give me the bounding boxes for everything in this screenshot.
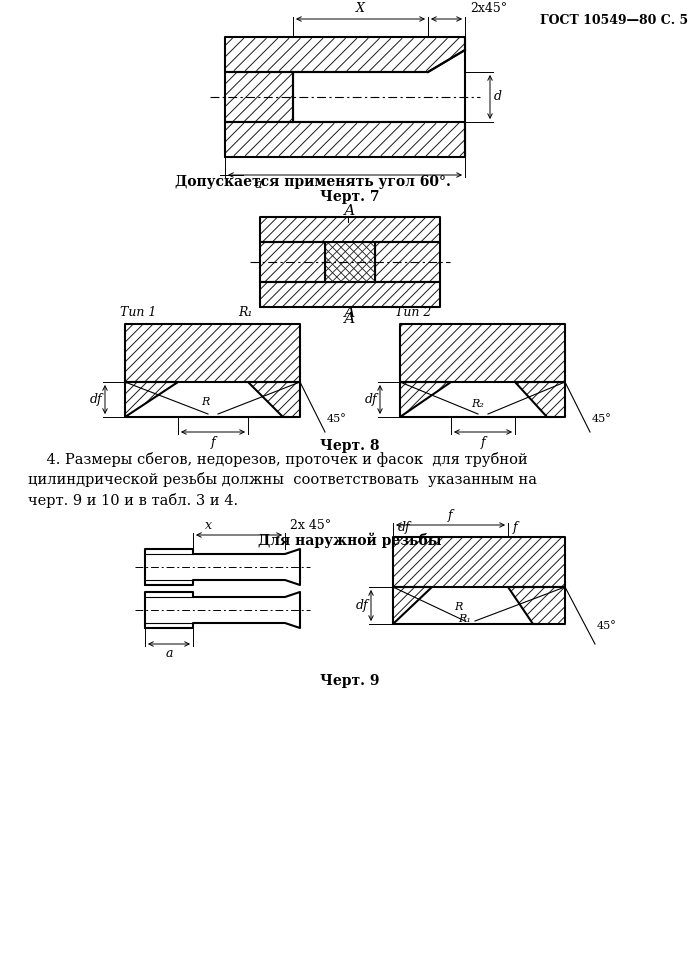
Text: Черт. 9: Черт. 9 bbox=[321, 674, 379, 688]
Text: R₁: R₁ bbox=[238, 306, 253, 319]
Text: А: А bbox=[344, 204, 356, 218]
Text: Для наружной резьбы: Для наружной резьбы bbox=[258, 532, 442, 547]
Text: x: x bbox=[205, 519, 212, 532]
Text: Допускается применять угол 60°.: Допускается применять угол 60°. bbox=[175, 175, 451, 189]
Text: df: df bbox=[356, 599, 368, 612]
Text: f: f bbox=[513, 521, 517, 534]
Text: 4. Размеры сбегов, недорезов, проточек и фасок  для трубной
цилиндрической резьб: 4. Размеры сбегов, недорезов, проточек и… bbox=[28, 452, 537, 507]
Text: df: df bbox=[365, 393, 377, 406]
Text: R₁: R₁ bbox=[458, 614, 471, 624]
Text: f: f bbox=[448, 509, 452, 522]
Text: f: f bbox=[481, 436, 485, 449]
Text: R: R bbox=[201, 397, 209, 407]
Text: f: f bbox=[211, 436, 216, 449]
Text: df: df bbox=[90, 393, 102, 406]
Text: Тип 2: Тип 2 bbox=[395, 306, 431, 319]
Text: 45°: 45° bbox=[592, 414, 612, 424]
Text: d: d bbox=[494, 90, 502, 103]
Text: R₂: R₂ bbox=[472, 399, 484, 409]
Text: Черт. 7: Черт. 7 bbox=[321, 190, 379, 204]
Text: Черт. 8: Черт. 8 bbox=[321, 439, 379, 453]
Text: a: a bbox=[255, 178, 262, 191]
Text: X: X bbox=[356, 2, 365, 15]
Text: А: А bbox=[344, 306, 356, 320]
Text: 2х45°: 2х45° bbox=[470, 2, 507, 15]
Text: df: df bbox=[398, 521, 411, 534]
Text: a: a bbox=[165, 647, 173, 660]
Text: 45°: 45° bbox=[597, 621, 617, 631]
Text: ГОСТ 10549—80 С. 5: ГОСТ 10549—80 С. 5 bbox=[540, 14, 688, 27]
Text: 45°: 45° bbox=[327, 414, 346, 424]
Text: А: А bbox=[344, 312, 356, 326]
Text: 2х 45°: 2х 45° bbox=[290, 519, 331, 532]
Text: R: R bbox=[454, 602, 462, 612]
Text: Тип 1: Тип 1 bbox=[120, 306, 156, 319]
